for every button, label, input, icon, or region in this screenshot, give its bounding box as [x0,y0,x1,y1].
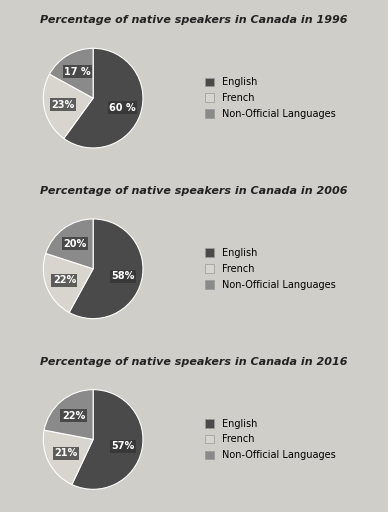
Text: 20%: 20% [63,239,87,249]
Text: Percentage of native speakers in Canada in 2006: Percentage of native speakers in Canada … [40,186,348,196]
Text: Percentage of native speakers in Canada in 1996: Percentage of native speakers in Canada … [40,15,348,26]
Wedge shape [43,253,93,312]
Text: 57%: 57% [112,441,135,451]
Legend: English, French, Non-Official Languages: English, French, Non-Official Languages [201,244,340,293]
Text: 22%: 22% [62,411,85,421]
Text: 17 %: 17 % [64,67,91,76]
Legend: English, French, Non-Official Languages: English, French, Non-Official Languages [201,73,340,123]
Wedge shape [43,430,93,484]
Text: 23%: 23% [51,100,74,110]
Wedge shape [44,390,93,439]
Text: 58%: 58% [111,271,135,282]
Wedge shape [69,219,143,318]
Legend: English, French, Non-Official Languages: English, French, Non-Official Languages [201,415,340,464]
Text: 60 %: 60 % [109,103,136,113]
Wedge shape [72,390,143,489]
Wedge shape [43,74,93,138]
Text: Percentage of native speakers in Canada in 2016: Percentage of native speakers in Canada … [40,357,348,367]
Text: 21%: 21% [54,449,77,458]
Wedge shape [64,48,143,148]
Text: 22%: 22% [53,275,76,285]
Wedge shape [46,219,93,269]
Wedge shape [49,48,93,98]
